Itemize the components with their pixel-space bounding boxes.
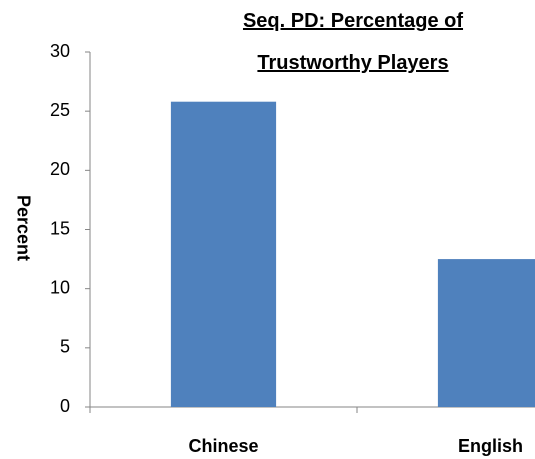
x-tick-label: Chinese (188, 436, 258, 456)
y-tick-label: 30 (50, 41, 70, 61)
y-tick-label: 15 (50, 218, 70, 238)
y-axis-label: Percent (13, 195, 33, 261)
chart-title: Seq. PD: Percentage of Trustworthy Playe… (242, 10, 464, 74)
y-tick-label: 0 (60, 396, 70, 416)
x-tick-label: English (458, 436, 523, 456)
y-tick-label: 20 (50, 159, 70, 179)
y-tick-label: 25 (50, 100, 70, 120)
y-tick-label: 10 (50, 277, 70, 297)
y-tick-label: 5 (60, 337, 70, 357)
bar (170, 101, 277, 407)
bar (437, 259, 535, 407)
